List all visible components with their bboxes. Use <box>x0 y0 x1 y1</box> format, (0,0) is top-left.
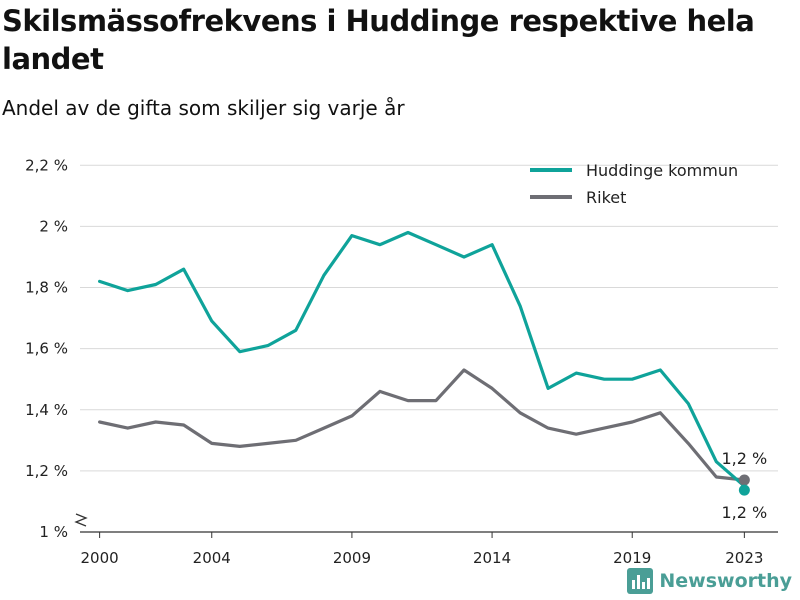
legend: Huddinge kommun Riket <box>530 161 738 207</box>
y-tick-label: 2,2 % <box>25 156 68 174</box>
legend-label: Huddinge kommun <box>586 161 738 180</box>
end-label-huddinge: 1,2 % <box>721 503 767 522</box>
newsworthy-logo: Newsworthy <box>627 568 792 594</box>
y-tick-label: 2 % <box>39 217 68 235</box>
x-tick-label: 2023 <box>725 549 763 567</box>
end-point-huddinge <box>738 484 750 496</box>
bar-chart-icon <box>627 568 654 594</box>
y-tick-label: 1 % <box>39 523 68 541</box>
chart-title: Skilsmässofrekvens i Huddinge respektive… <box>2 4 755 76</box>
series-line-riket <box>98 368 746 482</box>
brand-name: Newsworthy <box>659 570 792 592</box>
x-tick-label: 2000 <box>81 549 119 567</box>
end-markers: 1,2 % 1,2 % <box>721 449 767 522</box>
x-tick-label: 2004 <box>193 549 231 567</box>
grid-lines <box>80 164 778 472</box>
end-label-riket: 1,2 % <box>721 449 767 468</box>
axes: 1 % 1,2 % 1,4 % 1,6 % 1,8 % 2 % 2,2 % 2000 2004 2… <box>25 156 778 567</box>
x-tick-label: 2009 <box>333 549 371 567</box>
y-tick-label: 1,6 % <box>25 340 68 358</box>
legend-label: Riket <box>586 188 626 207</box>
x-tick-label: 2019 <box>613 549 651 567</box>
end-point-riket <box>738 474 750 486</box>
y-tick-label: 1,8 % <box>25 279 68 297</box>
series-lines <box>98 230 746 488</box>
y-tick-label: 1,4 % <box>25 401 68 419</box>
y-tick-label: 1,2 % <box>25 462 68 480</box>
axis-break-icon <box>74 513 88 527</box>
series-line-huddinge-kommun <box>98 230 746 488</box>
chart-subtitle: Andel av de gifta som skiljer sig varje … <box>2 96 405 120</box>
x-tick-label: 2014 <box>473 549 511 567</box>
